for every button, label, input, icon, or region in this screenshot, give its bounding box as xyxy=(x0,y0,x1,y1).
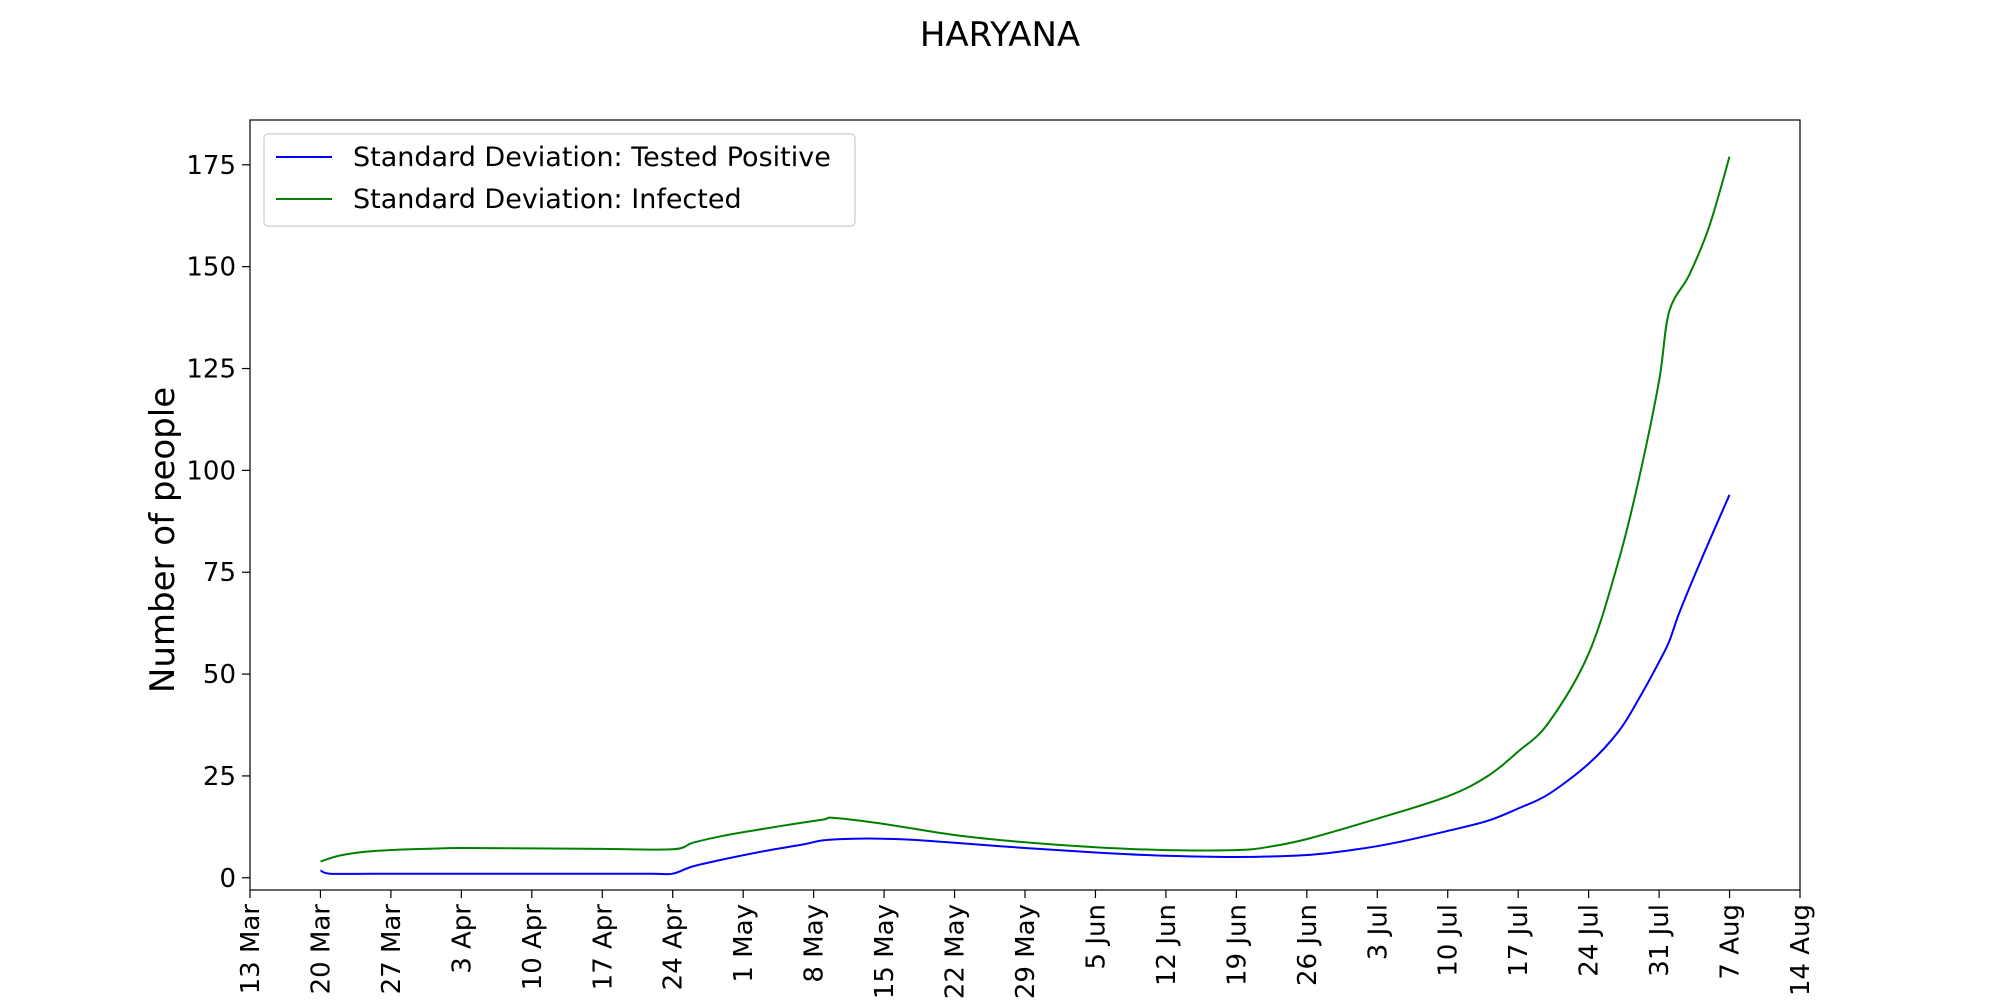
x-tick-label: 17 Jul xyxy=(1504,904,1534,977)
y-tick-label: 125 xyxy=(186,355,236,385)
x-tick-label: 24 Apr xyxy=(659,904,689,991)
x-tick-label: 17 Apr xyxy=(588,904,618,991)
x-tick-label: 1 May xyxy=(729,904,759,983)
x-tick-label: 15 May xyxy=(870,904,900,999)
y-axis-label: Number of people xyxy=(143,387,183,693)
x-tick-label: 19 Jun xyxy=(1222,904,1252,986)
y-tick-label: 175 xyxy=(186,151,236,181)
x-tick-label: 31 Jul xyxy=(1645,904,1675,977)
y-tick-label: 0 xyxy=(219,864,236,894)
x-tick-label: 8 May xyxy=(800,904,830,983)
y-tick-label: 100 xyxy=(186,456,236,486)
x-tick-label: 29 May xyxy=(1011,904,1041,999)
x-tick-label: 20 Mar xyxy=(306,904,336,995)
legend-box xyxy=(263,133,856,227)
y-tick-label: 75 xyxy=(203,558,236,588)
x-tick-label: 10 Apr xyxy=(518,904,548,991)
x-tick-label: 7 Aug xyxy=(1716,904,1746,980)
x-tick-label: 12 Jun xyxy=(1152,904,1182,986)
x-tick-label: 10 Jul xyxy=(1434,904,1464,977)
plot-frame xyxy=(249,119,1801,891)
x-tick-label: 3 Apr xyxy=(447,904,477,974)
x-tick-label: 5 Jun xyxy=(1081,904,1111,969)
chart-title: HARYANA xyxy=(920,15,1080,55)
plot-area: 0 25 50 75 100 125 150 175 13 Mar 20 Mar 27 Mar 3 A… xyxy=(186,151,1816,999)
legend-label-infected: Standard Deviation: Infected xyxy=(353,184,742,215)
x-tick-label: 27 Mar xyxy=(377,904,407,995)
series-line-infected xyxy=(320,156,1731,863)
x-tick-label: 14 Aug xyxy=(1786,904,1816,996)
x-tick-label: 22 May xyxy=(941,904,971,999)
y-tick-label: 50 xyxy=(203,660,236,690)
x-tick-label: 13 Mar xyxy=(236,904,266,995)
x-tick-label: 26 Jun xyxy=(1293,904,1323,986)
y-tick-label: 150 xyxy=(186,253,236,283)
y-tick-label: 25 xyxy=(203,762,236,792)
series-line-tested-positive xyxy=(320,494,1731,876)
x-tick-label: 24 Jul xyxy=(1575,904,1605,977)
x-tick-label: 3 Jul xyxy=(1363,904,1393,960)
legend: Standard Deviation: Tested Positive Stan… xyxy=(263,133,856,227)
legend-label-tested-positive: Standard Deviation: Tested Positive xyxy=(353,142,831,173)
